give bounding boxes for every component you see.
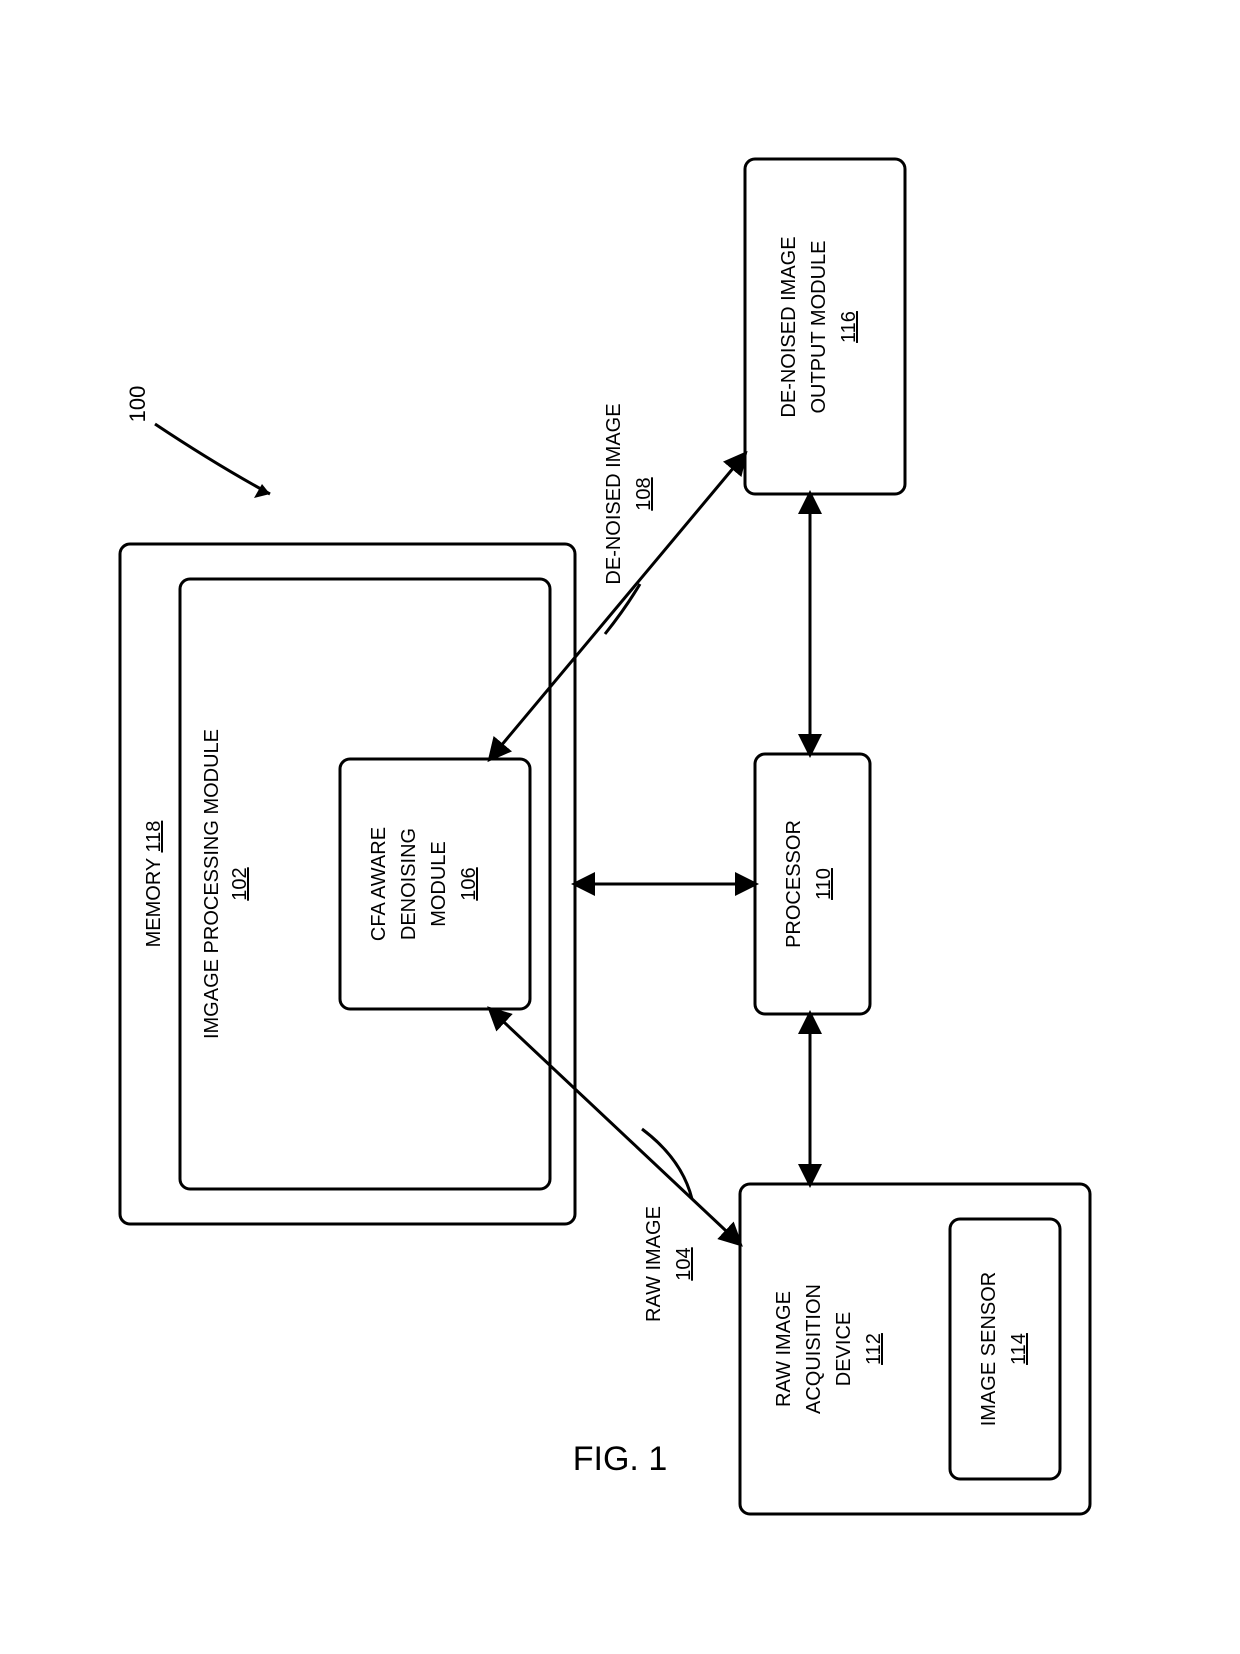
diagram-canvas: 100 MEMORY 118 IMGAGE PROCESSING MODULE … (0, 0, 1240, 1654)
cfa-ref: 106 (458, 867, 480, 900)
sensor-ref: 114 (1008, 1333, 1030, 1365)
image-sensor-block: IMAGE SENSOR 114 (950, 1219, 1060, 1479)
out-line1: DE-NOISED IMAGE (778, 236, 800, 417)
processor-block: PROCESSOR 110 (755, 754, 870, 1014)
raw-dev-line1: RAW IMAGE (773, 1291, 795, 1407)
image-processing-module-block: IMGAGE PROCESSING MODULE 102 CFA AWARE D… (180, 579, 550, 1189)
raw-signal-ref: 104 (673, 1247, 695, 1280)
ipm-ref: 102 (229, 867, 251, 900)
processor-title: PROCESSOR (783, 820, 805, 948)
figure-ref: 100 (125, 386, 150, 423)
memory-ref: 118 (143, 821, 165, 853)
sensor-title: IMAGE SENSOR (978, 1272, 1000, 1426)
cfa-line3: MODULE (428, 841, 450, 927)
raw-dev-ref: 112 (863, 1333, 885, 1365)
raw-dev-line3: DEVICE (833, 1312, 855, 1386)
out-line2: OUTPUT MODULE (808, 241, 830, 414)
figure-caption: FIG. 1 (573, 1440, 667, 1478)
memory-block: MEMORY 118 IMGAGE PROCESSING MODULE 102 … (120, 544, 575, 1224)
den-signal-ref: 108 (633, 477, 655, 510)
raw-signal-title: RAW IMAGE (643, 1206, 665, 1322)
cfa-module-block: CFA AWARE DENOISING MODULE 106 (340, 759, 530, 1009)
raw-acquisition-block: RAW IMAGE ACQUISITION DEVICE 112 IMAGE S… (740, 1184, 1090, 1514)
memory-title: MEMORY (143, 858, 165, 947)
out-ref: 116 (838, 311, 860, 343)
processor-ref: 110 (813, 868, 835, 900)
figure-pointer: 100 (125, 386, 270, 498)
ipm-title: IMGAGE PROCESSING MODULE (201, 729, 223, 1039)
cfa-line2: DENOISING (398, 828, 420, 940)
output-module-block: DE-NOISED IMAGE OUTPUT MODULE 116 (745, 159, 905, 494)
svg-text:MEMORY 118: MEMORY 118 (143, 821, 165, 948)
den-signal-title: DE-NOISED IMAGE (603, 403, 625, 584)
denoised-image-callout: DE-NOISED IMAGE 108 (603, 403, 655, 634)
cfa-line1: CFA AWARE (368, 827, 390, 941)
raw-dev-line2: ACQUISITION (803, 1284, 825, 1414)
